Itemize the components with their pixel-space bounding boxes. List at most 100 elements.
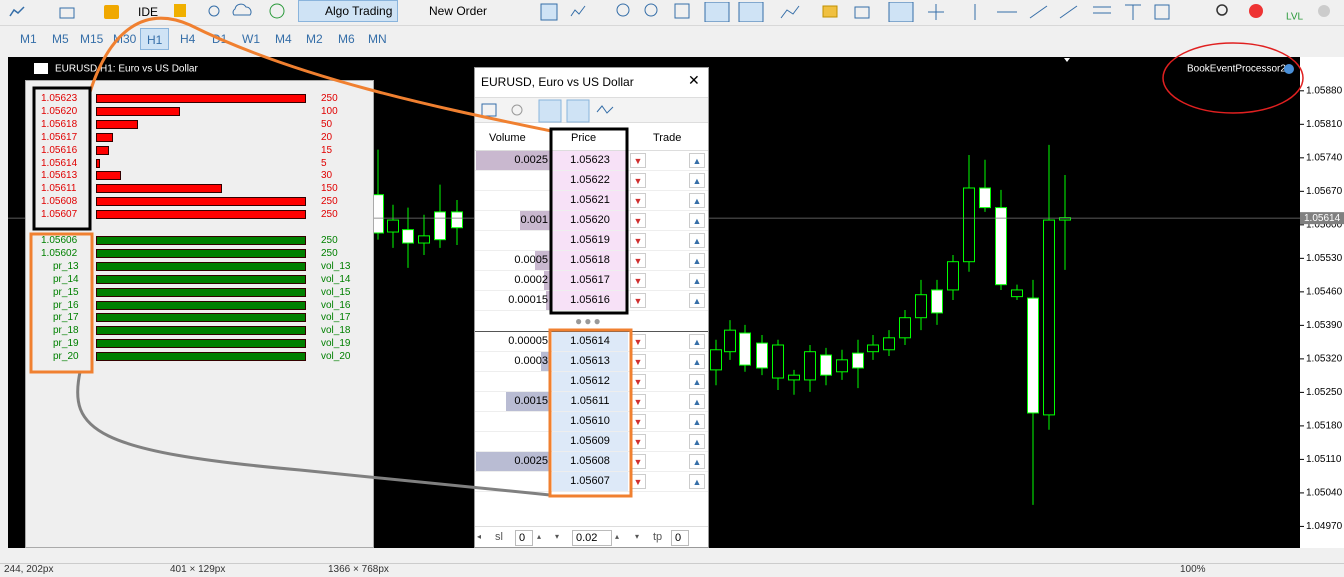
sell-button[interactable]: ▼ (630, 354, 646, 369)
candle-body (836, 359, 848, 373)
toolbar-icons[interactable] (172, 2, 292, 20)
sell-button[interactable]: ▼ (630, 334, 646, 349)
lot-input[interactable]: 0.02 (572, 530, 612, 546)
book-volume: vol_18 (321, 325, 351, 337)
tp-input[interactable]: 0 (671, 530, 689, 546)
current-price-box (1300, 212, 1344, 225)
book-volume: 250 (321, 209, 338, 221)
sell-button[interactable]: ▼ (630, 374, 646, 389)
book-volume: 15 (321, 144, 333, 156)
buy-button[interactable]: ▲ (689, 334, 705, 349)
buy-button[interactable]: ▲ (689, 233, 705, 248)
algo-trading-button[interactable]: Algo Trading (298, 0, 398, 22)
ide-button[interactable]: IDE (138, 5, 159, 19)
book-price: pr_13 (53, 260, 79, 272)
price-cell: 1.05620 (552, 211, 628, 230)
book-volume: 5 (321, 157, 327, 169)
candle-body (899, 317, 911, 339)
status-item: 100% (1180, 564, 1206, 575)
sell-button[interactable]: ▼ (630, 213, 646, 228)
book-volume: 250 (321, 93, 338, 104)
book-price: 1.05623 (41, 93, 78, 104)
price-cell: 1.05607 (552, 472, 628, 491)
buy-button[interactable]: ▲ (689, 273, 705, 288)
price-cell: 1.05613 (552, 352, 628, 371)
buy-button[interactable]: ▲ (689, 173, 705, 188)
buy-button[interactable]: ▲ (689, 394, 705, 409)
sell-button[interactable]: ▼ (630, 434, 646, 449)
status-item: 244, 202px (4, 564, 54, 575)
buy-button[interactable]: ▲ (689, 193, 705, 208)
sell-button[interactable]: ▼ (630, 454, 646, 469)
sell-button[interactable]: ▼ (630, 293, 646, 308)
sell-button[interactable]: ▼ (630, 193, 646, 208)
buy-button[interactable]: ▲ (689, 293, 705, 308)
volume-bar (520, 211, 550, 230)
sell-button[interactable]: ▼ (630, 253, 646, 268)
sell-button[interactable]: ▼ (630, 153, 646, 168)
book-price: pr_17 (53, 312, 79, 324)
timeframe-button[interactable]: M1 (20, 32, 37, 46)
y-tick-label: 1.05880 (1306, 85, 1343, 96)
volume-bar (548, 332, 550, 351)
dom-icons[interactable] (475, 98, 708, 124)
book-price: 1.05602 (41, 247, 78, 259)
buy-button[interactable]: ▲ (689, 434, 705, 449)
book-price: 1.05617 (41, 131, 78, 143)
buy-button[interactable]: ▲ (689, 253, 705, 268)
icon-group (9, 5, 119, 19)
y-tick-label: 1.05320 (1306, 354, 1343, 365)
book-bar (96, 248, 306, 258)
volume-text: 0.0025 (514, 455, 548, 467)
toolbar-icons[interactable] (8, 4, 128, 20)
book-price: 1.05606 (41, 235, 78, 246)
sell-button[interactable]: ▼ (630, 273, 646, 288)
buy-button[interactable]: ▲ (689, 374, 705, 389)
volume-text: 0.0005 (514, 254, 548, 266)
book-bar (96, 197, 306, 207)
volume-bar (535, 251, 550, 270)
candle-body (434, 211, 446, 241)
buy-button[interactable]: ▲ (689, 414, 705, 429)
volume-text: 0.0015 (514, 395, 548, 407)
candle-body (402, 229, 414, 244)
book-bar (96, 326, 306, 336)
chart-window-title: EURUSD,H1: Euro vs US Dollar (55, 64, 198, 75)
price-cell: 1.05616 (552, 291, 628, 310)
sell-button[interactable]: ▼ (630, 233, 646, 248)
book-bar (96, 94, 306, 103)
toolbar-right-icons[interactable]: LVL (1214, 2, 1334, 23)
candle-body (979, 187, 991, 209)
separator-dots: ●●● (575, 314, 603, 328)
close-button[interactable]: ✕ (688, 72, 700, 88)
candle-body (739, 332, 751, 366)
book-price: 1.05614 (41, 157, 78, 169)
sell-button[interactable]: ▼ (630, 474, 646, 489)
buy-button[interactable]: ▲ (689, 354, 705, 369)
candle-body (756, 342, 768, 369)
sell-button[interactable]: ▼ (630, 414, 646, 429)
new-order-button[interactable]: New Order (429, 4, 488, 18)
price-cell: 1.05614 (552, 332, 628, 351)
book-volume: 100 (321, 105, 338, 117)
volume-text: 0.00015 (508, 294, 548, 306)
candle-body (947, 261, 959, 291)
sell-button[interactable]: ▼ (630, 173, 646, 188)
sell-button[interactable]: ▼ (630, 394, 646, 409)
buy-button[interactable]: ▲ (689, 153, 705, 168)
volume-bar (476, 151, 550, 170)
buy-button[interactable]: ▲ (689, 474, 705, 489)
book-volume: vol_16 (321, 299, 351, 311)
candle-body (995, 207, 1007, 286)
book-price: 1.05616 (41, 144, 78, 156)
sl-input[interactable]: 0 (515, 530, 533, 546)
y-tick-label: 1.05110 (1306, 454, 1342, 465)
book-price: 1.05608 (41, 196, 78, 208)
volume-text: 0.0002 (514, 274, 548, 286)
toolbar-icons[interactable] (505, 1, 1205, 23)
timeframe-button[interactable]: M5 (52, 32, 69, 46)
spin: ▴ (537, 532, 542, 541)
buy-button[interactable]: ▲ (689, 213, 705, 228)
buy-button[interactable]: ▲ (689, 454, 705, 469)
book-price: pr_18 (53, 325, 79, 337)
